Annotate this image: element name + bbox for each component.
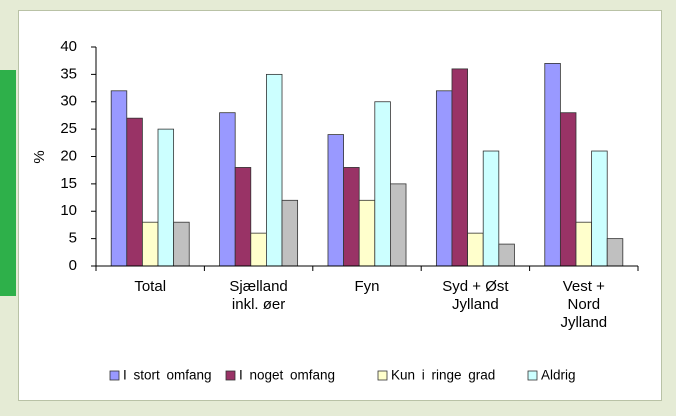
bar: [327, 134, 344, 267]
bar: [482, 150, 500, 267]
x-tick-label: Fyn: [354, 278, 380, 295]
legend-label: I noget omfang: [239, 368, 335, 383]
bar: [390, 183, 407, 267]
bar: [157, 128, 175, 267]
bar: [591, 150, 608, 267]
y-tick-label: 0: [69, 257, 77, 274]
bar: [358, 199, 376, 267]
y-tick-label: 5: [69, 230, 77, 247]
legend-swatch: [225, 370, 236, 381]
bar: [234, 167, 252, 267]
bar: [374, 101, 391, 267]
legend-label: Kun i ringe grad: [391, 368, 495, 383]
y-tick-label: 25: [60, 120, 77, 137]
bar: [281, 199, 299, 267]
bar: [606, 238, 624, 267]
bar: [173, 221, 190, 267]
bar: [435, 90, 453, 267]
x-tick-label: Sjælland inkl. øer: [229, 278, 288, 313]
bar: [559, 112, 577, 267]
legend-swatch: [377, 370, 388, 381]
bar: [219, 112, 236, 267]
bar: [451, 68, 468, 267]
bar: [141, 221, 159, 267]
bar: [498, 243, 515, 267]
x-tick-label: Syd + Øst Jylland: [442, 278, 509, 313]
legend-swatch: [527, 370, 538, 381]
bar: [266, 73, 283, 267]
y-tick-label: 35: [60, 65, 77, 82]
y-tick-label: 10: [60, 202, 77, 219]
bar: [575, 221, 593, 267]
y-tick-label: 40: [60, 38, 77, 55]
x-tick-label: Vest + Nord Jylland: [560, 278, 608, 331]
legend-label: I stort omfang: [123, 368, 212, 383]
bar: [544, 63, 561, 267]
x-tick-label: Total: [134, 278, 167, 295]
bar: [343, 167, 360, 267]
y-tick-label: 30: [60, 93, 77, 110]
bar: [110, 90, 128, 267]
legend-swatch: [109, 370, 120, 381]
side-tab: [0, 70, 16, 296]
y-tick-label: 15: [60, 175, 77, 192]
y-tick-label: 20: [60, 147, 77, 164]
bar: [126, 117, 143, 267]
bar: [250, 232, 267, 267]
y-axis-label: %: [31, 150, 48, 163]
legend-label: Aldrig: [541, 368, 576, 383]
bar: [467, 232, 484, 267]
